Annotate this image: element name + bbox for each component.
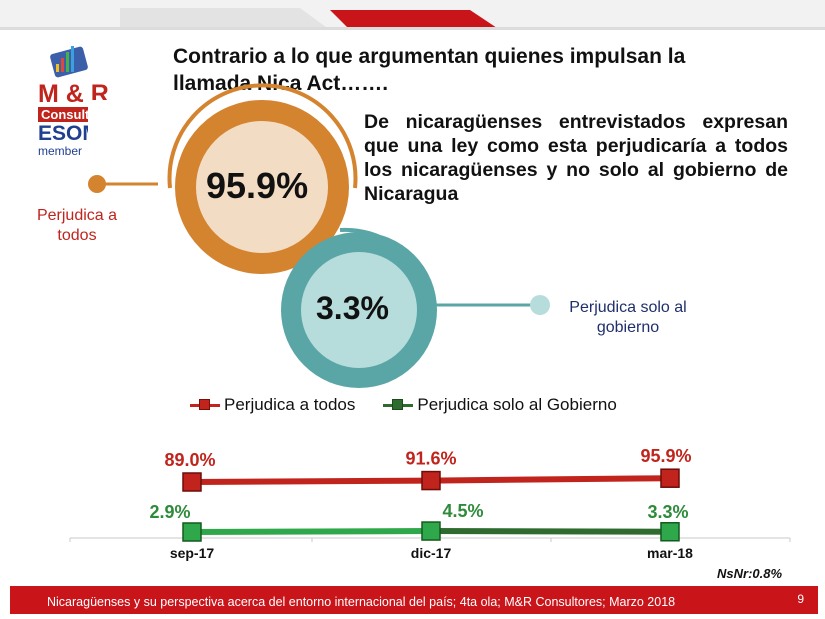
teal-connector-dot	[530, 295, 550, 315]
series-1-data-label-0: 2.9%	[149, 502, 190, 522]
logo-line4: member	[38, 144, 83, 158]
footer-bar: Nicaragüenses y su perspectiva acerca de…	[10, 586, 818, 614]
line-chart: 89.0% 91.6% 95.9% 2.9% 4.5% 3.3% sep-17 dic-17 m…	[69, 446, 791, 561]
logo-line3: ESOM	[38, 122, 100, 145]
legend-swatch-green	[383, 398, 414, 412]
donut-value-gobierno: 3.3%	[316, 290, 389, 326]
series-0-point-1	[421, 470, 441, 491]
donut-graphic	[88, 83, 552, 388]
donut-value-todos: 95.9%	[206, 165, 309, 206]
series-1-segment-0	[191, 528, 432, 535]
series-0-segment-1	[430, 475, 671, 484]
chart-legend: Perjudica a todos Perjudica solo al Gobi…	[190, 394, 645, 416]
series-0-data-label-1: 91.6%	[405, 449, 456, 469]
tablet-chart-icon	[50, 46, 88, 78]
slide-subtitle: De nicaragüenses entrevistados expresan …	[364, 111, 788, 205]
footer-source: Nicaragüenses y su perspectiva acerca de…	[47, 595, 676, 609]
legend-item-todos: Perjudica a todos	[190, 395, 355, 415]
orange-arc-top	[167, 83, 358, 189]
series-1-data-label-2: 3.3%	[647, 502, 688, 522]
x-tick-label-0: sep-17	[170, 545, 215, 561]
legend-label-gobierno: Perjudica solo al Gobierno	[417, 395, 617, 414]
top-band	[0, 0, 825, 30]
x-tick-label-1: dic-17	[411, 545, 452, 561]
series-0-segment-0	[191, 477, 432, 485]
series-1-point-2	[660, 522, 680, 542]
logo-line2: Consult	[38, 107, 93, 122]
legend-item-gobierno: Perjudica solo al Gobierno	[383, 395, 617, 415]
page-number: 9	[797, 592, 804, 606]
orange-connector-dot	[88, 175, 106, 193]
slide-title: Contrario a lo que argumentan quienes im…	[173, 45, 686, 95]
donut-caption-gobierno: Perjudica solo al gobierno	[569, 299, 687, 336]
series-0-data-label-2: 95.9%	[640, 446, 691, 466]
x-tick-label-2: mar-18	[647, 545, 693, 561]
teal-donut-core	[301, 252, 417, 368]
series-0-point-2	[660, 468, 680, 488]
series-1-point-0	[182, 522, 202, 542]
legend-label-todos: Perjudica a todos	[224, 395, 356, 414]
series-1-segment-1	[430, 528, 671, 535]
series-1-data-label-1: 4.5%	[442, 501, 483, 521]
donut-caption-todos: Perjudica a todos	[36, 207, 118, 244]
nsnr-note: NsNr:0.8%	[717, 566, 783, 581]
series-1-point-1	[421, 521, 441, 541]
legend-swatch-red	[190, 398, 220, 412]
series-0-point-0	[182, 472, 202, 492]
orange-donut-core	[196, 121, 328, 253]
series-0-data-label-0: 89.0%	[164, 450, 215, 470]
